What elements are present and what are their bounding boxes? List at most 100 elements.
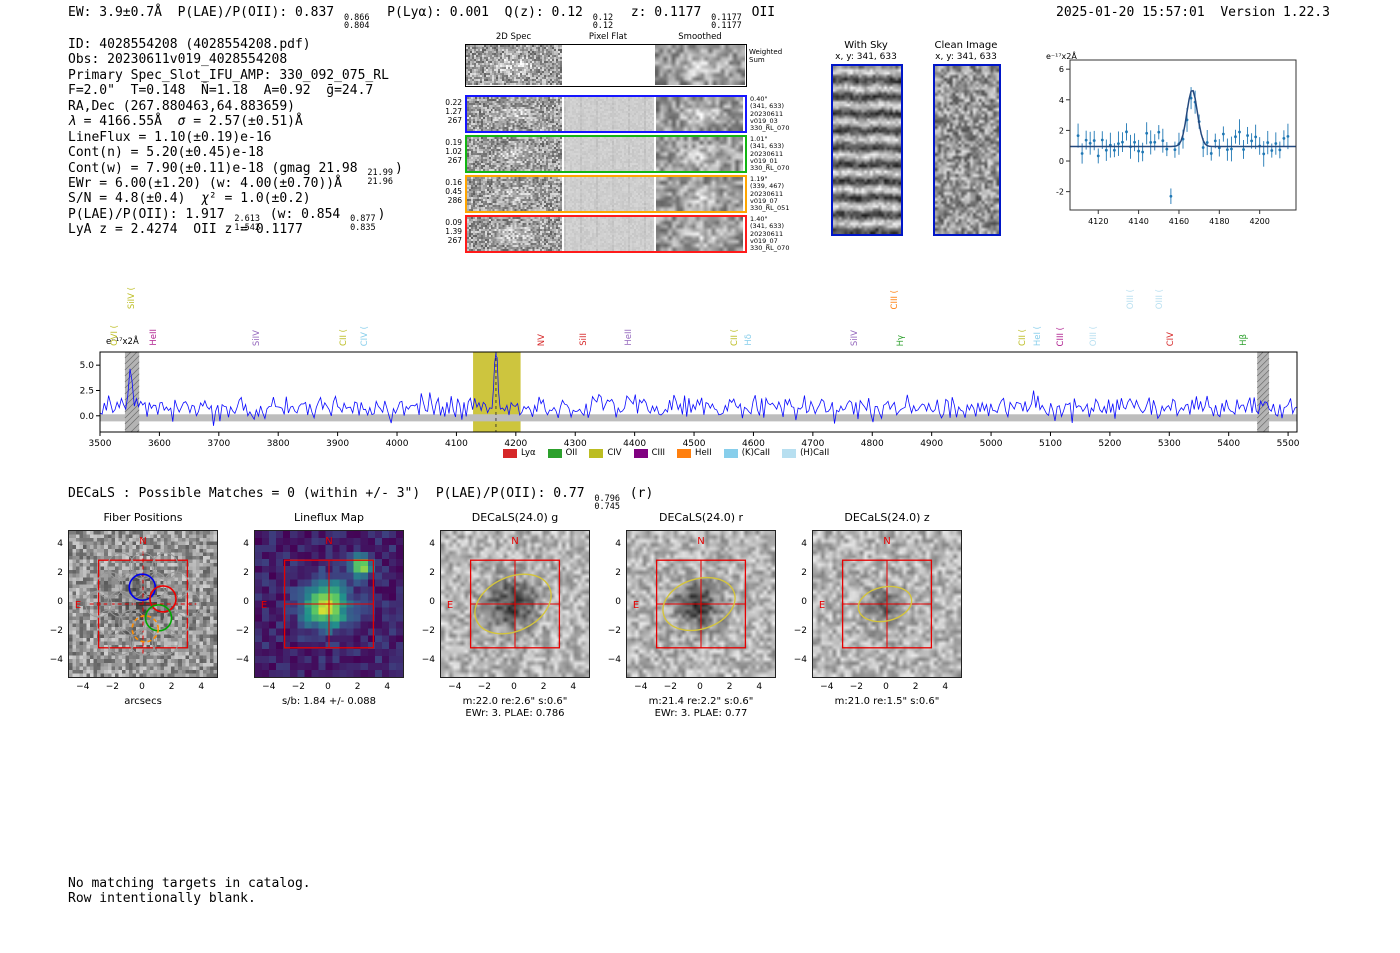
full-spectrum-svg: 3500 3600 3700 3800 3900 4000 4100 4200 4300 4400… — [80, 351, 1300, 449]
panel-x-tick: −4 — [448, 682, 462, 692]
row-left-stat-value: 267 — [447, 156, 462, 165]
row-meta-line: 330_RL_070 — [750, 164, 790, 173]
legend-item: OII — [547, 448, 577, 458]
svg-text:4160: 4160 — [1169, 217, 1189, 226]
svg-text:3600: 3600 — [148, 439, 171, 449]
spectral-line-label: SiIV ( — [126, 286, 137, 309]
legend-swatch — [633, 448, 648, 458]
panel-y-tick: −4 — [793, 655, 807, 666]
svg-text:5500: 5500 — [1277, 439, 1300, 449]
spectral-line-label: CIII ( — [890, 289, 900, 309]
row-meta-line: 20230611 — [750, 189, 784, 198]
panel-title: Lineflux Map — [293, 511, 365, 524]
row-2d-spec-image — [467, 97, 562, 131]
2d-spec-row — [465, 215, 747, 253]
line-fit-svg: 4120 4140 4160 4180 4200 6 4 2 0 -2 — [1056, 59, 1297, 226]
svg-text:4600: 4600 — [742, 439, 765, 449]
weighted-sum-label: Weighted Sum — [749, 48, 783, 64]
legend-label: (K)CaII — [741, 448, 771, 458]
legend-item: HeII — [677, 448, 712, 458]
row-pixel-flat-image — [564, 217, 654, 251]
panel-y-tick: 0 — [243, 597, 249, 607]
2d-spec-row — [465, 175, 747, 213]
highlighted-fiber-circle — [128, 573, 157, 602]
clean-image — [933, 64, 1001, 236]
text-segment: DECaLS : Possible Matches = 0 (within +/… — [68, 486, 593, 501]
row-meta-line: 330_RL_070 — [750, 244, 790, 253]
footer-note-1: No matching targets in catalog. — [68, 876, 311, 891]
panel-y-tick: 4 — [429, 538, 435, 549]
legend-item: (H)CaII — [782, 448, 829, 458]
panel-x-tick: −4 — [820, 682, 834, 692]
aperture-ellipse — [662, 576, 736, 632]
zoom-y-axis-label: e⁻¹⁷x2Å — [1046, 52, 1077, 61]
info-line: P(LAE)/P(OII): 1.917 2.613 1.542 (w: 0.85… — [68, 206, 403, 232]
svg-text:5.0: 5.0 — [80, 361, 95, 371]
panel-x-tick: 2 — [540, 682, 547, 692]
legend-item: Lyα — [503, 448, 536, 458]
stacked-fraction: 0.877 0.835 — [350, 214, 376, 233]
svg-text:4120: 4120 — [1088, 217, 1108, 226]
svg-text:5300: 5300 — [1158, 439, 1181, 449]
panel-y-tick: −4 — [235, 655, 249, 666]
panel-y-tick: −4 — [421, 655, 435, 666]
plot-frame — [99, 351, 1298, 433]
legend-label: CIII — [651, 448, 666, 458]
panel-title: Fiber Positions — [103, 511, 183, 524]
panel-overlay: NE — [447, 536, 561, 649]
panel-caption: EWr: 3. PLAE: 0.77 — [654, 708, 748, 719]
text-segment: LyA z = 2.4274 OII z = 0.1177 — [68, 222, 303, 238]
row-meta-line: 1.19" — [750, 175, 768, 183]
legend-label: CIV — [607, 448, 622, 458]
text-segment: P(LAE)/P(OII): 1.917 — [68, 206, 233, 222]
svg-text:0.0: 0.0 — [80, 412, 95, 422]
spectrum-legend: Lyα OII CIV CIII HeII (K)CaII (H)CaII — [503, 448, 829, 458]
plot-frame — [1069, 59, 1297, 211]
row-meta-line: (341, 633) — [750, 102, 785, 111]
row-left-stat-value: 0.45 — [445, 187, 462, 196]
legend-item: CIII — [633, 448, 666, 458]
panel-y-tick: −2 — [793, 626, 807, 637]
line-fit-plot: 4120 4140 4160 4180 4200 6 4 2 0 -2 e⁻¹⁷x2Å — [1038, 50, 1310, 248]
text-segment: ) — [377, 206, 386, 222]
svg-text:4200: 4200 — [1249, 217, 1269, 226]
info-line: RA,Dec (267.880463,64.883659) — [68, 99, 403, 114]
panel-x-tick: −4 — [262, 682, 276, 692]
row-left-stat-value: 286 — [447, 196, 462, 205]
info-line: Cont(n) = 5.20(±0.45)e-18 — [68, 145, 403, 160]
panel-y-tick: 4 — [57, 538, 63, 549]
svg-text:-2: -2 — [1056, 188, 1064, 197]
panel-y-tick: 2 — [243, 567, 249, 578]
row-2d-spec-image — [467, 217, 562, 251]
panel-y-tick: 2 — [57, 567, 63, 578]
text-segment: Primary Spec_Slot_IFU_AMP: 330_092_075_R… — [68, 67, 389, 83]
footer-note-2: Row intentionally blank. — [68, 891, 256, 906]
panel-x-tick: 0 — [511, 682, 517, 692]
panel-caption: EWr: 3. PLAE: 0.786 — [465, 708, 565, 719]
row-smoothed-image — [656, 137, 743, 171]
svg-text:3500: 3500 — [89, 439, 112, 449]
row-smoothed-image — [656, 177, 743, 211]
panel-x-tick: 2 — [354, 682, 361, 692]
italic-symbol: λ — [68, 114, 76, 130]
north-label: N — [511, 536, 518, 547]
panel-title: DECaLS(24.0) g — [471, 511, 559, 524]
panel-x-tick: 4 — [756, 682, 763, 692]
svg-text:4200: 4200 — [504, 439, 527, 449]
row-smoothed-image — [656, 217, 743, 251]
panel-overlay: NE — [75, 536, 201, 657]
panel-overlay: NE — [261, 536, 375, 649]
info-line: S/N = 4.8(±0.4) χ² = 1.0(±0.2) — [68, 191, 403, 206]
panel-y-tick: 2 — [429, 567, 435, 578]
row-gap — [562, 137, 564, 171]
svg-text:4300: 4300 — [564, 439, 587, 449]
legend-label: HeII — [695, 448, 712, 458]
aperture-ellipse — [474, 573, 552, 635]
weighted-sum-label-line1: Weighted — [749, 48, 783, 56]
with-sky-title: With Sky — [844, 40, 888, 51]
row-left-stats: 0.09 1.39 267 — [436, 218, 462, 245]
panel-x-tick: −2 — [291, 682, 306, 692]
